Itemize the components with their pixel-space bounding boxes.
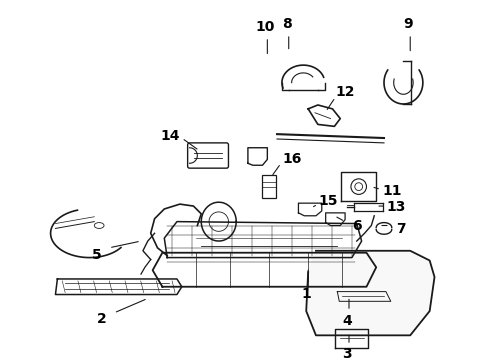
Text: 1: 1 <box>301 287 310 301</box>
Text: 12: 12 <box>335 85 354 99</box>
Text: 4: 4 <box>342 314 351 328</box>
Polygon shape <box>305 251 434 336</box>
Text: 16: 16 <box>282 152 301 166</box>
Text: 15: 15 <box>318 194 338 208</box>
Text: 8: 8 <box>281 17 291 31</box>
Text: 6: 6 <box>351 219 361 233</box>
Text: 3: 3 <box>342 347 351 360</box>
Text: 5: 5 <box>92 248 102 262</box>
Text: 2: 2 <box>97 312 107 326</box>
Text: 13: 13 <box>386 200 406 214</box>
Text: 10: 10 <box>255 20 275 34</box>
Text: 7: 7 <box>395 222 405 237</box>
Text: 11: 11 <box>381 184 401 198</box>
Bar <box>262 175 276 198</box>
Text: 9: 9 <box>403 17 412 31</box>
Text: 14: 14 <box>160 129 180 143</box>
